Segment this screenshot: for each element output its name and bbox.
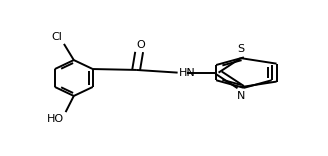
Text: HO: HO xyxy=(47,115,64,124)
Text: N: N xyxy=(236,91,245,101)
Text: Cl: Cl xyxy=(51,32,62,41)
Text: O: O xyxy=(136,40,145,50)
Text: S: S xyxy=(237,44,244,54)
Text: HN: HN xyxy=(179,68,196,78)
